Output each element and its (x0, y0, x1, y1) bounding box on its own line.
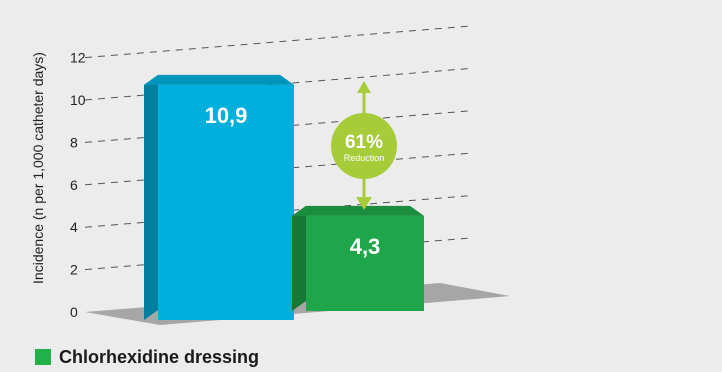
bar-1: 10,9 (144, 74, 294, 320)
y-tick-label: 10 (70, 92, 86, 108)
arrow-down-icon (356, 197, 372, 210)
reduction-percent: 61% (345, 132, 383, 153)
y-tick-label: 6 (70, 177, 78, 193)
bar-2: 4,3 (292, 205, 424, 311)
bars: 10,9 4,3 (144, 74, 424, 320)
bar-front (306, 215, 424, 311)
bar-top (144, 74, 294, 85)
bar-front (158, 84, 294, 320)
bar-value-label: 10,9 (205, 103, 248, 128)
bar-side (144, 74, 158, 320)
reduction-annotation: 61% Reduction (331, 81, 397, 210)
legend-swatch (35, 349, 51, 365)
y-tick-label: 0 (70, 304, 78, 320)
reduction-badge (331, 113, 397, 179)
grid-line (84, 25, 471, 59)
reduction-label: Reduction (344, 153, 385, 163)
y-tick-label: 12 (70, 50, 86, 66)
bar-value-label: 4,3 (350, 234, 381, 259)
chart-legend: Chlorhexidine dressing (35, 346, 259, 368)
y-axis-ticks: 0 2 4 6 8 10 12 (70, 50, 86, 320)
y-tick-label: 2 (70, 262, 78, 278)
bar-side (292, 205, 306, 311)
arrow-up-icon (357, 81, 371, 93)
y-tick-label: 8 (70, 134, 78, 150)
legend-label: Chlorhexidine dressing (59, 346, 260, 367)
y-tick-label: 4 (70, 219, 78, 235)
y-axis-label: Incidence (n per 1,000 catheter days) (30, 52, 46, 284)
bar-top (292, 205, 424, 216)
